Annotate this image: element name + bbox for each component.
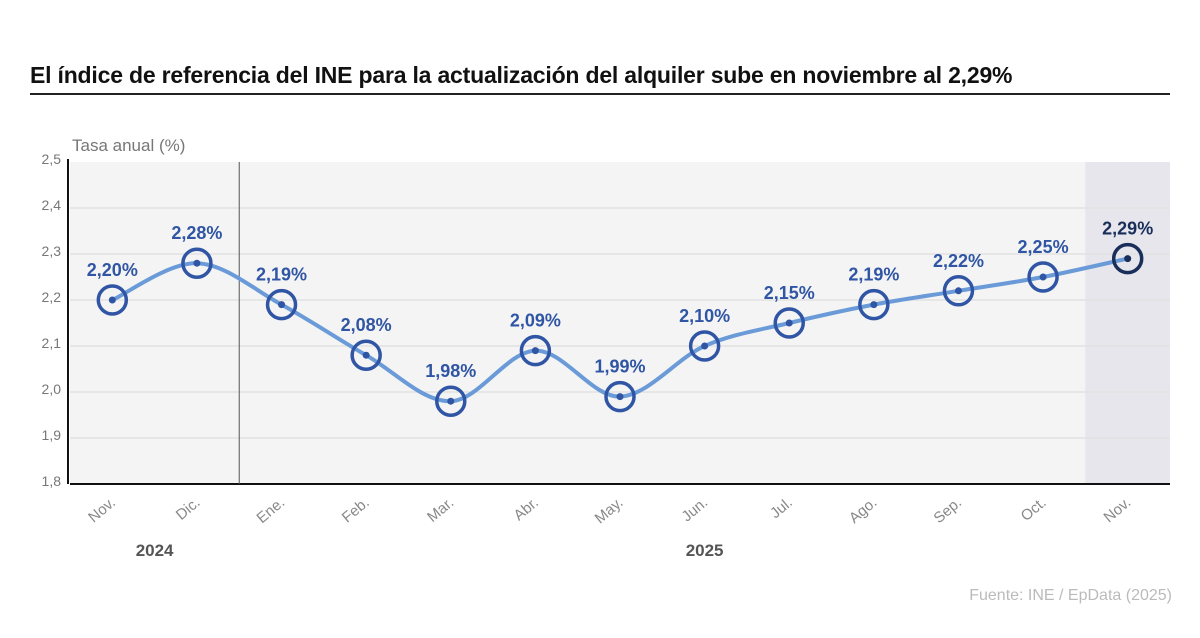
y-tick-label: 2,2 bbox=[42, 289, 62, 305]
data-point bbox=[531, 347, 539, 355]
data-point-ring bbox=[604, 380, 636, 413]
data-point-ring bbox=[435, 385, 467, 417]
data-point-ring bbox=[1027, 261, 1059, 293]
data-point bbox=[701, 342, 709, 350]
data-point-ring bbox=[1111, 242, 1144, 275]
data-label: 2,19% bbox=[256, 265, 307, 285]
x-tick-label: Oct. bbox=[1018, 494, 1050, 525]
y-tick-label: 1,8 bbox=[42, 473, 62, 489]
data-point-ring bbox=[181, 247, 213, 279]
data-point-ring bbox=[942, 275, 975, 307]
x-tick-label: Abr. bbox=[511, 494, 542, 524]
data-point bbox=[447, 397, 455, 405]
data-point-ring bbox=[688, 330, 721, 362]
x-tick-label: Ene. bbox=[254, 494, 289, 527]
data-label: 2,10% bbox=[679, 306, 730, 326]
data-point-ring bbox=[96, 284, 129, 316]
data-point bbox=[362, 351, 370, 359]
source-note: Fuente: INE / EpData (2025) bbox=[969, 587, 1172, 604]
x-tick-label: May. bbox=[592, 494, 627, 527]
x-tick-label: Feb. bbox=[339, 494, 373, 526]
x-tick-label: Dic. bbox=[173, 494, 204, 524]
y-tick-label: 2,1 bbox=[42, 335, 62, 351]
data-label: 2,28% bbox=[171, 223, 222, 243]
title-rule bbox=[30, 93, 1170, 95]
year-label: 2025 bbox=[686, 541, 724, 560]
y-tick-label: 2,0 bbox=[42, 381, 62, 397]
data-point bbox=[278, 301, 286, 309]
y-tick-label: 2,3 bbox=[42, 243, 62, 259]
data-point-ring bbox=[773, 307, 805, 339]
data-point-ring bbox=[265, 288, 298, 321]
data-point bbox=[616, 393, 624, 401]
data-point bbox=[954, 287, 962, 295]
data-point-ring bbox=[350, 339, 382, 371]
plot-background bbox=[70, 162, 1170, 484]
chart-title: El índice de referencia del INE para la … bbox=[30, 62, 1013, 88]
y-axis-label: Tasa anual (%) bbox=[72, 136, 186, 155]
data-label: 2,29% bbox=[1102, 219, 1153, 239]
data-label: 2,22% bbox=[933, 251, 984, 271]
data-point bbox=[193, 259, 201, 267]
data-point bbox=[785, 319, 793, 327]
x-tick-label: Sep. bbox=[930, 494, 965, 527]
data-point bbox=[1039, 273, 1047, 281]
year-label: 2024 bbox=[136, 541, 174, 560]
data-label: 2,15% bbox=[764, 283, 815, 303]
x-tick-label: Nov. bbox=[1101, 494, 1135, 526]
y-tick-label: 1,9 bbox=[42, 427, 62, 443]
data-label: 1,98% bbox=[425, 361, 476, 381]
data-label: 2,09% bbox=[510, 311, 561, 331]
x-tick-label: Jul. bbox=[767, 494, 796, 522]
data-label: 1,99% bbox=[594, 357, 645, 377]
data-label: 2,20% bbox=[87, 260, 138, 280]
data-label: 2,08% bbox=[341, 315, 392, 335]
data-label: 2,19% bbox=[848, 265, 899, 285]
data-point-ring bbox=[519, 334, 552, 367]
y-tick-label: 2,4 bbox=[42, 197, 62, 213]
x-tick-label: Jun. bbox=[679, 494, 712, 525]
data-label: 2,25% bbox=[1018, 237, 1069, 257]
highlight-band bbox=[1085, 162, 1170, 484]
data-point bbox=[108, 296, 116, 304]
data-point bbox=[1124, 255, 1132, 263]
data-point bbox=[870, 301, 878, 309]
x-tick-label: Ago. bbox=[846, 494, 881, 527]
data-point-ring bbox=[858, 288, 890, 321]
x-tick-label: Nov. bbox=[85, 494, 119, 526]
y-tick-label: 2,5 bbox=[42, 151, 62, 167]
x-tick-label: Mar. bbox=[424, 494, 457, 526]
